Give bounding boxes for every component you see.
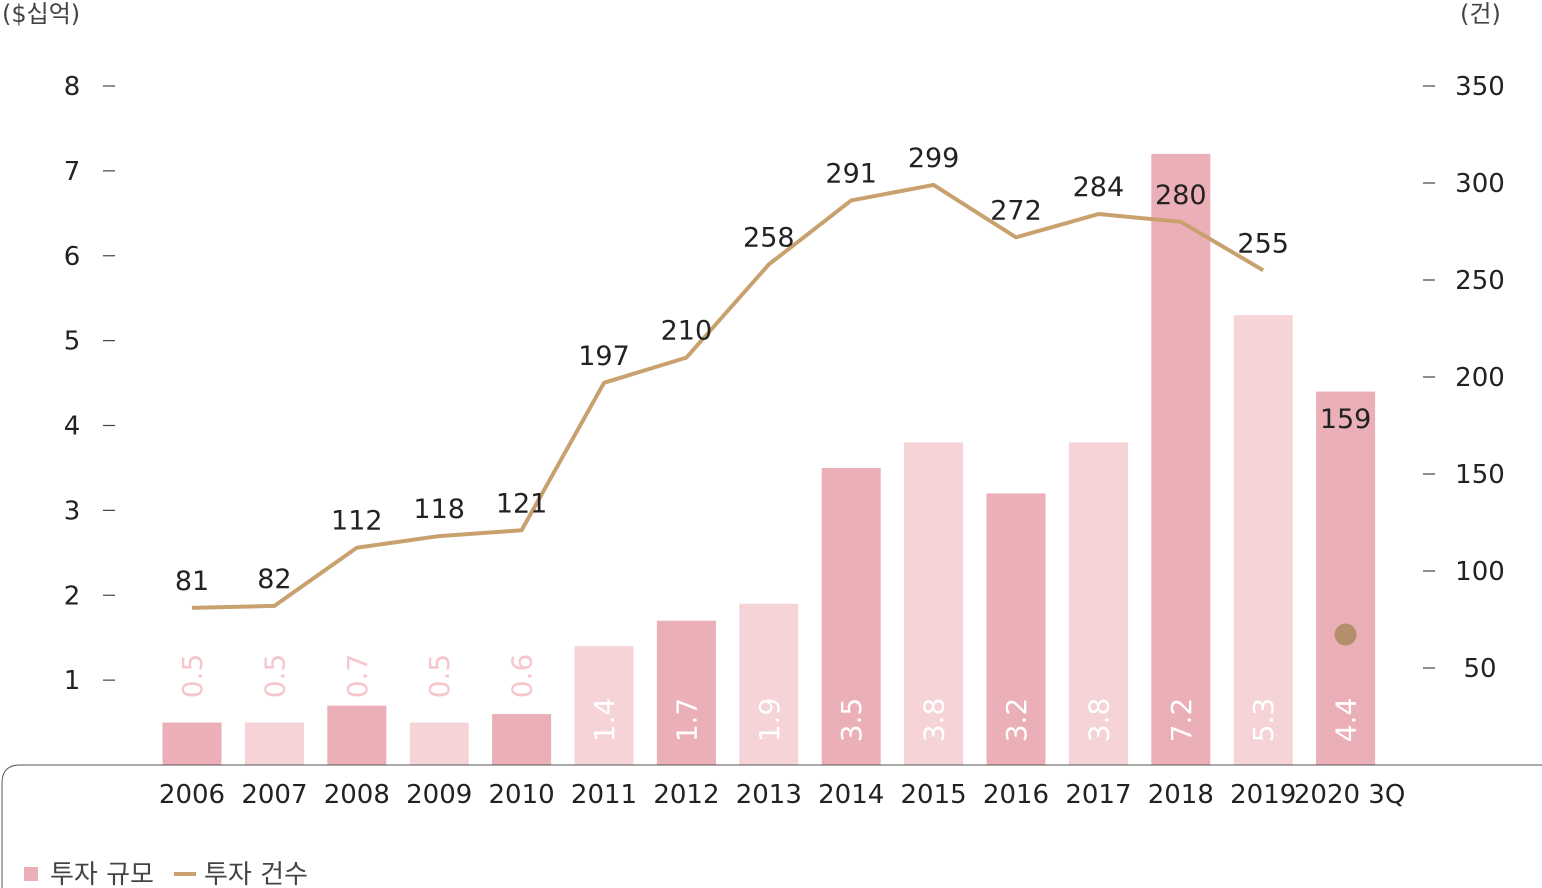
bar [327,705,387,765]
count-labels: 81 82 112 118 121 197 210 258 291 299 272 284 280 255… [175,143,1372,597]
category-label: 2015 [901,780,967,810]
right-tick-label: 350 [1455,72,1505,102]
count-label: 82 [257,564,291,595]
count-label: 280 [1155,180,1207,211]
category-label: 2016 [983,780,1049,810]
legend-bar-swatch [24,867,38,881]
bar-value-label: 0.5 [176,654,209,699]
bar-value-label: 1.9 [753,698,786,743]
bar [162,722,222,765]
category-label: 2018 [1148,780,1214,810]
left-tick-label: 8 [64,72,81,102]
bar [1068,442,1128,765]
bar [739,603,799,765]
right-axis: 50 100 150 200 250 300 350 [1423,72,1505,684]
bar [1151,153,1211,765]
left-axis-unit: ($십억) [2,0,80,28]
category-label: 2008 [324,780,390,810]
bar [656,620,716,765]
category-label: 2011 [571,780,637,810]
right-tick-label: 50 [1463,654,1496,684]
legend-line-label: 투자 건수 [204,860,308,888]
bar [1233,315,1293,765]
right-tick-label: 200 [1455,363,1505,393]
left-tick-label: 5 [64,327,81,357]
right-tick-label: 250 [1455,266,1505,296]
bar-value-label: 5.3 [1247,698,1280,743]
left-axis: 1 2 3 4 5 6 7 8 [64,72,115,696]
bar-value-label: 3.8 [1082,698,1115,743]
legend: 투자 규모 투자 건수 [24,860,308,888]
bar-value-label: 3.8 [918,698,951,743]
count-label: 272 [990,195,1042,226]
left-tick-label: 3 [64,496,81,526]
bar-value-label: 7.2 [1165,698,1198,743]
left-tick-label: 6 [64,242,81,272]
bar [574,646,634,765]
right-tick-label: 150 [1455,460,1505,490]
bar [904,442,964,765]
category-label: 2009 [406,780,472,810]
bar [244,722,304,765]
bar-value-label: 4.4 [1330,698,1363,743]
x-axis-line [1,764,1542,888]
bar-value-label: 0.7 [341,654,374,699]
count-label: 284 [1073,172,1125,203]
count-label: 210 [661,316,713,347]
count-label: 118 [413,494,465,525]
left-tick-label: 2 [64,581,81,611]
bar-value-label: 1.7 [670,698,703,743]
count-line [191,182,1265,610]
bar-value-label: 0.5 [423,654,456,699]
count-label: 159 [1320,404,1372,435]
bar-value-label: 0.6 [506,654,539,699]
left-tick-label: 1 [64,666,81,696]
legend-bar-label: 투자 규모 [50,860,154,888]
category-label: 2012 [653,780,719,810]
bar-value-label: 3.2 [1000,698,1033,743]
category-label: 2020 3Q [1294,780,1405,810]
category-label: 2013 [736,780,802,810]
category-label: 2010 [489,780,555,810]
category-label: 2014 [818,780,884,810]
count-label: 81 [175,566,209,597]
category-label: 2017 [1065,780,1131,810]
left-tick-label: 4 [64,412,81,442]
category-label: 2019 [1230,780,1296,810]
right-tick-label: 100 [1455,557,1505,587]
bar [986,493,1046,765]
bar-value-labels: 0.5 0.5 0.7 0.5 0.6 1.4 1.7 1.9 3.5 3.8 3.2 3.8 7.2 5… [176,654,1363,743]
category-label: 2006 [159,780,225,810]
count-label: 291 [825,158,877,189]
count-label: 258 [743,222,795,253]
bar [1316,391,1376,765]
count-label: 255 [1237,228,1289,259]
right-tick-label: 300 [1455,169,1505,199]
left-tick-label: 7 [64,157,81,187]
bar-value-label: 1.4 [588,698,621,743]
bar-series [162,153,1376,765]
category-labels: 2006 2007 2008 2009 2010 2011 2012 2013 2014 2015… [159,780,1405,810]
bar [409,722,469,765]
last-count-marker [1334,623,1357,646]
count-label: 112 [331,506,383,537]
count-label: 197 [578,341,630,372]
category-label: 2007 [241,780,307,810]
bar [492,714,552,765]
right-axis-unit: (건) [1460,0,1501,28]
count-label: 299 [908,143,960,174]
bar-value-label: 3.5 [835,698,868,743]
bar [821,467,881,765]
bar-value-label: 0.5 [258,654,291,699]
count-label: 121 [496,488,548,519]
